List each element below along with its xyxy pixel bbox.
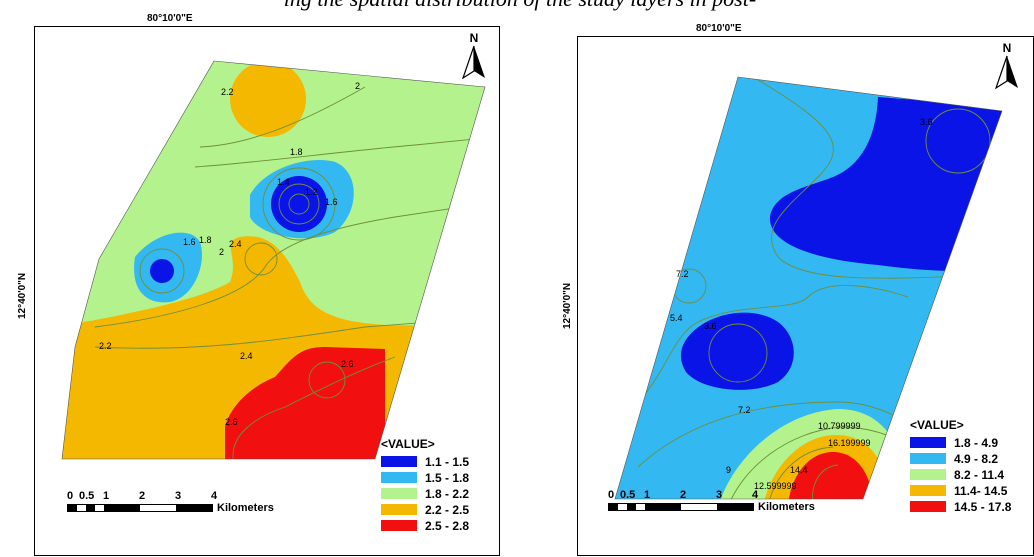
right-map-canvas: 3.6 7.2 5.4 3.6 7.2 10.799999 16.199999 … bbox=[614, 76, 1003, 500]
scale-tick: 3 bbox=[175, 490, 182, 502]
legend-swatch bbox=[910, 485, 946, 496]
north-arrow-icon bbox=[994, 55, 1018, 90]
contour-label: 3.6 bbox=[704, 321, 717, 331]
contour-label: 1.6 bbox=[325, 197, 338, 207]
legend-swatch bbox=[910, 501, 946, 512]
scale-tick: 0.5 bbox=[620, 489, 636, 501]
contour-label: 7.2 bbox=[676, 269, 689, 279]
legend: <VALUE> 1.1 - 1.5 1.5 - 1.8 1.8 - 2.2 2.… bbox=[381, 437, 469, 534]
legend-item: 4.9 - 8.2 bbox=[910, 451, 1011, 466]
scale-tick: 0.5 bbox=[79, 490, 95, 502]
legend-swatch bbox=[381, 520, 417, 531]
contour-lines bbox=[94, 86, 485, 459]
scale-tick: 2 bbox=[139, 490, 146, 502]
top-longitude-label: 80°10'0"E bbox=[696, 23, 742, 34]
legend-item: 1.1 - 1.5 bbox=[381, 454, 469, 469]
contour-label: 1.8 bbox=[199, 235, 212, 245]
contour-label: 1.4 bbox=[277, 177, 290, 187]
legend-swatch bbox=[381, 488, 417, 499]
contour-label: 1.2 bbox=[305, 187, 318, 197]
contour-label: 2.4 bbox=[240, 351, 253, 361]
legend-swatch bbox=[910, 437, 946, 448]
contour-label: 2.4 bbox=[229, 239, 242, 249]
scale-tick: 2 bbox=[680, 489, 687, 501]
contour-label: 9 bbox=[726, 465, 731, 475]
contour-label: 1.8 bbox=[290, 147, 303, 157]
legend-swatch bbox=[381, 472, 417, 483]
legend-item: 1.5 - 1.8 bbox=[381, 470, 469, 485]
class-zone-1.8-4.9 bbox=[769, 97, 1002, 271]
north-label: N bbox=[1002, 41, 1012, 55]
contour-label: 10.799999 bbox=[818, 421, 861, 431]
north-arrow-icon bbox=[461, 45, 485, 80]
legend-item: 11.4- 14.5 bbox=[910, 483, 1011, 498]
contour-label: 14.4 bbox=[790, 465, 808, 475]
contour-label: 2 bbox=[355, 81, 360, 91]
contour-label: 1.6 bbox=[183, 237, 196, 247]
scale-tick: 4 bbox=[211, 490, 218, 502]
scale-tick: 1 bbox=[644, 489, 651, 501]
legend-label: 1.8 - 2.2 bbox=[425, 486, 470, 501]
legend-label: 2.5 - 2.8 bbox=[425, 518, 470, 533]
left-map-panel: 80°10'0"E 12°40'0"N bbox=[17, 13, 500, 556]
legend-item: 2.5 - 2.8 bbox=[381, 518, 469, 533]
scale-unit: Kilometers bbox=[217, 502, 274, 514]
north-arrow: N bbox=[459, 31, 489, 82]
scale-tick: 1 bbox=[103, 490, 110, 502]
legend-label: 4.9 - 8.2 bbox=[954, 451, 999, 466]
scale-tick: 0 bbox=[67, 490, 74, 502]
scale-tick: 0 bbox=[608, 489, 615, 501]
class-zone-1.1-1.5 bbox=[150, 259, 174, 283]
contour-label: 2 bbox=[219, 247, 224, 257]
class-zone-1.8-4.9 bbox=[680, 312, 794, 390]
legend-label: 2.2 - 2.5 bbox=[425, 502, 470, 517]
legend-title: <VALUE> bbox=[381, 437, 435, 451]
contour-label: 2.2 bbox=[221, 87, 234, 97]
scale-tick: 3 bbox=[716, 489, 723, 501]
scale-bar: 0 0.5 1 2 3 4 Kilometers bbox=[67, 490, 274, 514]
scale-tick: 4 bbox=[752, 489, 759, 501]
legend-item: 2.2 - 2.5 bbox=[381, 502, 469, 517]
legend-label: 11.4- 14.5 bbox=[954, 483, 1008, 498]
legend-label: 1.5 - 1.8 bbox=[425, 470, 470, 485]
figure-caption: ing the spatial distribution of the stud… bbox=[150, 0, 890, 12]
legend-swatch bbox=[910, 469, 946, 480]
legend-label: 14.5 - 17.8 bbox=[954, 499, 1012, 514]
legend-label: 8.2 - 11.4 bbox=[954, 467, 1005, 482]
contour-label: 2.6 bbox=[225, 417, 238, 427]
contour-label: 3.6 bbox=[920, 117, 933, 127]
legend-label: 1.1 - 1.5 bbox=[425, 454, 470, 469]
contour-lines bbox=[617, 77, 1002, 499]
legend-item: 14.5 - 17.8 bbox=[910, 499, 1011, 514]
contour-label: 2.2 bbox=[99, 341, 112, 351]
top-longitude-label: 80°10'0"E bbox=[147, 13, 193, 24]
legend-item: 8.2 - 11.4 bbox=[910, 467, 1011, 482]
contour-label: 5.4 bbox=[670, 313, 683, 323]
legend-item: 1.8 - 4.9 bbox=[910, 435, 1011, 450]
class-zone-14.5-17.8 bbox=[788, 452, 873, 499]
contour-label: 16.199999 bbox=[828, 438, 871, 448]
scale-unit: Kilometers bbox=[758, 501, 815, 513]
legend-label: 1.8 - 4.9 bbox=[954, 435, 999, 450]
side-latitude-label: 12°40'0"N bbox=[562, 282, 573, 329]
legend-swatch bbox=[910, 453, 946, 464]
legend-item: 1.8 - 2.2 bbox=[381, 486, 469, 501]
north-arrow: N bbox=[992, 41, 1022, 92]
legend-swatch bbox=[381, 504, 417, 515]
scale-bar: 0 0.5 1 2 3 4 Kilometers bbox=[608, 489, 815, 513]
contour-label: 7.2 bbox=[738, 405, 751, 415]
scale-bar-graphic bbox=[608, 503, 754, 511]
class-zone-2.2-2.5 bbox=[230, 61, 306, 137]
north-label: N bbox=[469, 31, 479, 45]
right-map-panel: 80°10'0"E 12°40'0"N bbox=[562, 23, 1034, 556]
side-latitude-label: 12°40'0"N bbox=[17, 272, 28, 319]
scale-bar-graphic bbox=[67, 504, 213, 512]
legend-swatch bbox=[381, 456, 417, 467]
contour-label: 2.6 bbox=[341, 359, 354, 369]
legend: <VALUE> 1.8 - 4.9 4.9 - 8.2 8.2 - 11.4 1… bbox=[910, 418, 1011, 515]
legend-title: <VALUE> bbox=[910, 418, 964, 432]
left-map-canvas: 2.2 2 1.8 1.4 1.2 1.6 1.6 1.8 2 2.4 2.2 … bbox=[61, 60, 486, 460]
contour-label: 12.599999 bbox=[754, 481, 797, 491]
